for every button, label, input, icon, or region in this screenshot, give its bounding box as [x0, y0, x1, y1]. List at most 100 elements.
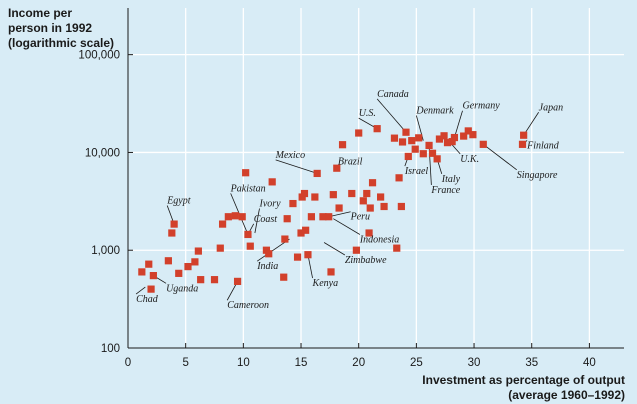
data-point — [402, 128, 410, 136]
data-point — [348, 189, 356, 198]
data-point — [395, 174, 403, 182]
label-india: India — [256, 261, 278, 272]
y-tick-label: 1,000 — [91, 245, 120, 257]
data-point — [242, 169, 250, 177]
data-point — [397, 202, 405, 211]
x-tick-label: 0 — [125, 357, 131, 369]
data-point — [283, 215, 291, 223]
y-axis-title-line-1: Income per — [8, 6, 72, 20]
data-point — [425, 141, 433, 150]
data-point — [311, 193, 319, 201]
data-point — [280, 273, 288, 281]
label-japan: Japan — [539, 102, 563, 113]
leader-zimbabwe — [323, 242, 346, 256]
data-point — [313, 169, 321, 178]
x-tick-label: 35 — [525, 357, 538, 369]
data-point — [365, 229, 373, 237]
data-point — [333, 164, 341, 172]
leader-kenya — [307, 254, 313, 279]
data-point — [246, 242, 254, 250]
data-point — [419, 150, 427, 158]
data-point — [281, 235, 289, 243]
axes — [127, 8, 624, 349]
label-ivory: Ivory — [258, 198, 281, 209]
data-point — [297, 229, 305, 237]
label-germany: Germany — [463, 101, 501, 112]
data-point — [464, 127, 472, 135]
data-point — [435, 135, 444, 143]
label-italy: Italy — [441, 174, 461, 185]
data-point — [518, 140, 527, 148]
data-point — [164, 257, 172, 265]
data-point — [147, 285, 155, 293]
label-israel: Israel — [404, 166, 429, 177]
data-point — [398, 138, 407, 146]
data-points — [138, 125, 528, 293]
data-point — [175, 269, 183, 277]
label-mexico: Mexico — [275, 150, 305, 161]
label-u-k-: U.K. — [460, 154, 479, 165]
label-singapore: Singapore — [517, 170, 558, 181]
label-uganda: Uganda — [166, 283, 198, 294]
y-tick-label: 100,000 — [78, 50, 120, 62]
data-point — [377, 193, 385, 201]
label-canada: Canada — [377, 89, 409, 100]
data-point — [479, 140, 487, 148]
label-u-s-: U.S. — [359, 108, 376, 119]
data-point — [238, 213, 246, 221]
data-point — [231, 212, 239, 220]
label-coast: Coast — [254, 214, 278, 225]
data-point — [359, 197, 367, 205]
data-point — [307, 213, 316, 221]
data-point — [366, 204, 374, 212]
label-cameroon: Cameroon — [227, 300, 269, 311]
data-point — [355, 129, 363, 137]
data-point — [327, 268, 335, 276]
data-point — [373, 125, 381, 133]
label-denmark: Denmark — [415, 106, 454, 117]
data-point — [325, 213, 333, 221]
data-point — [216, 244, 224, 252]
data-point — [168, 229, 176, 237]
leader-singapore — [483, 144, 517, 171]
leader-ivory — [254, 208, 260, 234]
data-point — [408, 137, 416, 145]
x-tick-label: 10 — [237, 357, 250, 369]
data-point — [244, 230, 252, 239]
label-kenya: Kenya — [312, 278, 339, 289]
data-point — [184, 262, 192, 271]
data-point — [440, 132, 448, 140]
data-point — [138, 268, 146, 276]
annotation-leaders — [135, 98, 539, 301]
grid-lines — [128, 8, 624, 348]
data-point — [210, 276, 219, 284]
data-point — [411, 145, 419, 153]
data-point — [433, 155, 441, 163]
leader-germany — [454, 110, 463, 138]
y-axis-title-line-3: (logarithmic scale) — [8, 36, 114, 50]
data-point — [191, 258, 199, 266]
data-point — [352, 246, 360, 254]
data-point — [224, 213, 232, 221]
data-point — [329, 191, 337, 199]
data-point — [197, 276, 205, 284]
x-tick-label: 5 — [182, 357, 188, 369]
data-point — [443, 139, 452, 147]
x-tick-label: 15 — [295, 357, 308, 369]
data-point — [170, 220, 178, 228]
data-point — [233, 277, 242, 285]
data-point — [289, 199, 297, 208]
x-axis-title-line-2: (average 1960–1992) — [508, 388, 625, 402]
data-point — [335, 204, 343, 212]
x-axis-title-line-1: Investment as percentage of output — [422, 373, 625, 387]
label-peru: Peru — [350, 212, 370, 223]
data-point — [428, 149, 437, 157]
data-point — [319, 213, 327, 221]
leader-indonesia — [333, 218, 361, 235]
data-point — [300, 189, 309, 198]
data-point — [149, 272, 157, 280]
data-point — [293, 253, 302, 261]
data-point — [469, 131, 477, 139]
